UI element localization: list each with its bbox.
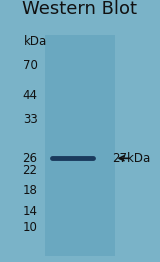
- Text: 18: 18: [23, 184, 38, 196]
- Text: kDa: kDa: [24, 35, 47, 48]
- FancyBboxPatch shape: [45, 35, 115, 256]
- Text: 14: 14: [23, 205, 38, 218]
- Text: 27kDa: 27kDa: [112, 152, 151, 165]
- Text: 22: 22: [23, 163, 38, 177]
- Text: Western Blot: Western Blot: [23, 0, 137, 18]
- Text: 26: 26: [23, 152, 38, 165]
- Text: 70: 70: [23, 59, 38, 72]
- Text: 33: 33: [23, 113, 38, 126]
- Text: 44: 44: [23, 90, 38, 102]
- Text: 10: 10: [23, 221, 38, 234]
